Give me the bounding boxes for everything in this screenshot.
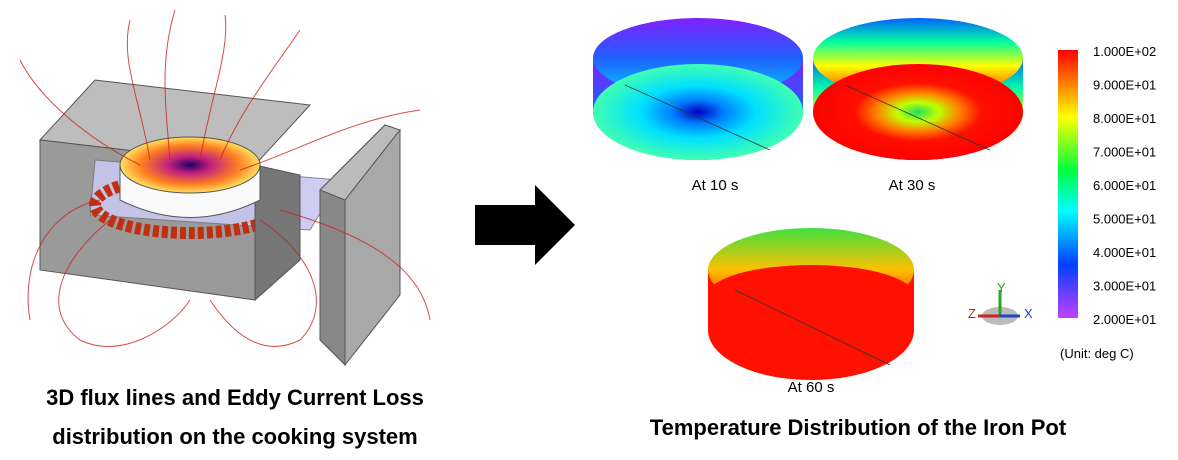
pot-label: At 60 s	[788, 379, 835, 396]
colorbar-label: 6.000E+01	[1093, 178, 1156, 193]
colorbar-label: 2.000E+01	[1093, 312, 1156, 327]
axes-triad: Y Z X	[968, 280, 1033, 325]
colorbar-label: 1.000E+02	[1093, 44, 1156, 59]
arrow	[475, 185, 575, 265]
cooking-system	[19, 9, 431, 367]
colorbar-label: 3.000E+01	[1093, 279, 1156, 294]
pot-label: At 10 s	[692, 177, 739, 194]
colorbar-label: 5.000E+01	[1093, 212, 1156, 227]
axis-label: Y	[997, 280, 1006, 295]
colorbar-label: 9.000E+01	[1093, 78, 1156, 93]
pot-label: At 30 s	[889, 177, 936, 194]
colorbar-label: 8.000E+01	[1093, 111, 1156, 126]
colorbar	[1058, 50, 1078, 318]
pot-10s	[593, 18, 803, 160]
pot-60s	[708, 228, 914, 380]
pot-30s	[813, 18, 1023, 160]
caption: 3D flux lines and Eddy Current Loss	[46, 385, 424, 410]
caption: Temperature Distribution of the Iron Pot	[650, 415, 1067, 440]
axis-label: X	[1024, 306, 1033, 321]
caption: distribution on the cooking system	[52, 424, 417, 449]
colorbar-label: 7.000E+01	[1093, 145, 1156, 160]
colorbar-unit: (Unit: deg C)	[1060, 346, 1134, 361]
axis-label: Z	[968, 306, 976, 321]
colorbar-label: 4.000E+01	[1093, 245, 1156, 260]
